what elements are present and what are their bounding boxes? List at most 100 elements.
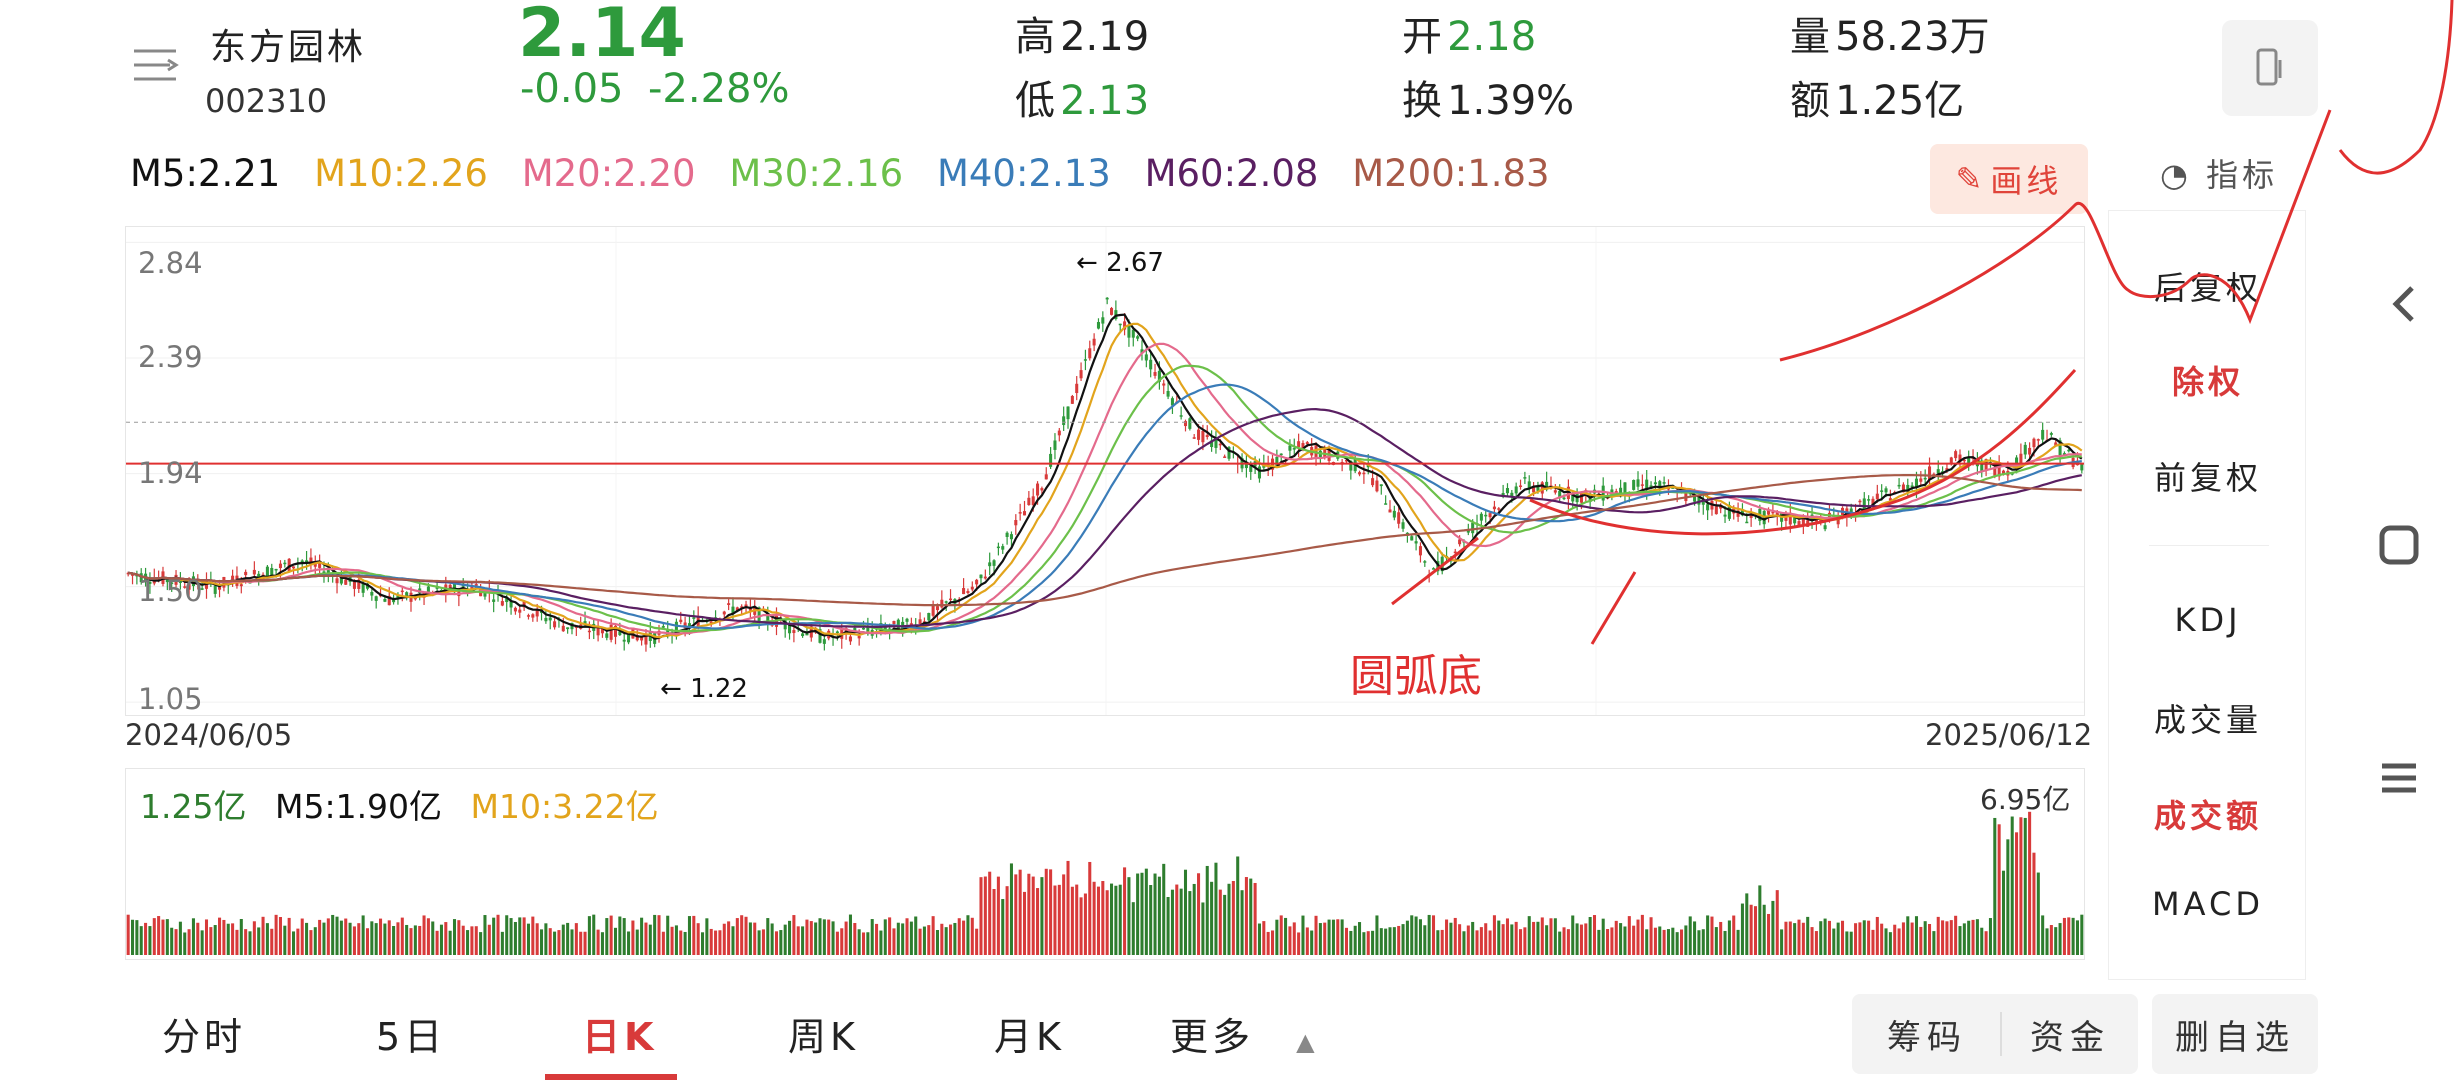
kline-chart[interactable] (125, 226, 2085, 716)
candle-body (1875, 493, 1879, 500)
volume-bar (1928, 924, 1932, 955)
volume-svg (126, 811, 2084, 955)
candle-body (1136, 336, 1140, 339)
volume-bar (1662, 929, 1666, 955)
candle-body (931, 605, 935, 616)
volume-bar (570, 929, 574, 955)
candle-body (1249, 466, 1253, 472)
candle-body (1932, 473, 1936, 476)
ma10-value: M10:2.26 (314, 152, 488, 195)
volume-bar (1392, 927, 1396, 955)
volume-bar (457, 920, 461, 955)
volume-bar (1179, 888, 1183, 955)
candle-body (131, 574, 135, 576)
volume-bar (600, 932, 604, 955)
back-icon[interactable] (2384, 280, 2424, 328)
candle-body (857, 635, 861, 639)
volume-bar (1688, 916, 1692, 955)
side-item-volume[interactable]: 成交量 (2153, 701, 2262, 739)
volume-bar (1666, 929, 1670, 955)
side-item-ex-rights[interactable]: 除权 (2171, 363, 2244, 401)
candle-body (148, 581, 152, 584)
recents-menu-icon[interactable] (2376, 760, 2422, 796)
candle-body (1910, 485, 1914, 488)
candle-body (218, 586, 222, 590)
volume-bar (1310, 930, 1314, 955)
candle-body (966, 591, 970, 593)
volume-bar (1954, 915, 1958, 955)
landscape-toggle-button[interactable] (2222, 20, 2318, 116)
volume-bar (1305, 927, 1309, 955)
candle-body (1514, 486, 1518, 494)
candle-body (544, 617, 548, 622)
tab-intraday[interactable]: 分时 (162, 1015, 247, 1059)
candle-body (1257, 466, 1261, 479)
candle-body (1066, 406, 1070, 420)
tab-daily-k[interactable]: 日K (582, 1015, 658, 1059)
list-menu-icon[interactable] (130, 45, 180, 85)
candle-body (1519, 485, 1523, 487)
volume-bar (1749, 904, 1753, 955)
side-item-macd[interactable]: MACD (2152, 885, 2264, 923)
side-item-pre-adjust[interactable]: 前复权 (2153, 459, 2262, 497)
candle-body (1484, 514, 1488, 517)
volume-bar (748, 922, 752, 955)
high-stat: 高 2.19 (1015, 4, 1149, 62)
turnover-stat: 换 1.39% (1402, 68, 1574, 126)
volume-bar (814, 922, 818, 955)
tab-monthly-k[interactable]: 月K (994, 1015, 1065, 1059)
candle-body (944, 601, 948, 603)
candle-body (1819, 517, 1823, 522)
candle-body (935, 606, 940, 611)
volume-bar (866, 932, 870, 955)
candle-body (1601, 485, 1605, 501)
candle-body (1362, 472, 1366, 475)
candle-body (683, 622, 687, 629)
side-item-kdj[interactable]: KDJ (2174, 601, 2242, 639)
volume-bar (1083, 893, 1087, 955)
candle-body (744, 604, 748, 607)
volume-bar (1431, 915, 1436, 955)
candle-body (335, 578, 339, 584)
indicator-button[interactable]: ◔ 指标 (2160, 150, 2278, 196)
volume-bar (644, 922, 648, 955)
candle-body (1901, 484, 1905, 493)
volume-bar (139, 926, 143, 955)
candle-body (357, 579, 361, 589)
remove-watchlist-button[interactable]: 删自选 (2152, 994, 2318, 1074)
volume-bar (618, 916, 622, 955)
volume-bar (396, 922, 400, 955)
draw-line-button[interactable]: ✎ 画线 (1930, 144, 2088, 214)
volume-bar (653, 914, 657, 955)
candle-body (1701, 501, 1705, 505)
fund-button[interactable]: 资金 (2002, 994, 2138, 1074)
volume-bar (1936, 916, 1940, 955)
volume-bar (731, 926, 735, 955)
volume-bar (522, 917, 526, 955)
volume-bar (2010, 816, 2014, 955)
y-tick-5: 1.05 (138, 682, 203, 716)
candle-body (687, 623, 691, 628)
volume-bar (1501, 924, 1505, 955)
volume-chart[interactable] (125, 768, 2085, 960)
candle-body (413, 597, 417, 600)
candle-body (609, 624, 613, 640)
tab-5day[interactable]: 5日 (376, 1015, 447, 1059)
volume-bar (413, 925, 417, 955)
volume-bar (531, 916, 535, 955)
candle-body (801, 633, 805, 637)
tab-more[interactable]: 更多 ▲ (1170, 1006, 1319, 1061)
candle-body (1736, 510, 1740, 517)
volume-bar (1301, 915, 1305, 955)
side-item-amount[interactable]: 成交额 (2153, 797, 2262, 835)
volume-bar (513, 921, 517, 955)
tab-weekly-k[interactable]: 周K (788, 1015, 859, 1059)
volume-bar (1592, 915, 1597, 955)
chip-button[interactable]: 筹码 (1852, 994, 2002, 1074)
volume-bar (1784, 921, 1788, 955)
home-icon[interactable] (2376, 522, 2422, 568)
candle-body (640, 637, 644, 641)
volume-bar (1871, 929, 1875, 955)
volume-bar (461, 925, 465, 955)
volume-bar (587, 916, 591, 955)
